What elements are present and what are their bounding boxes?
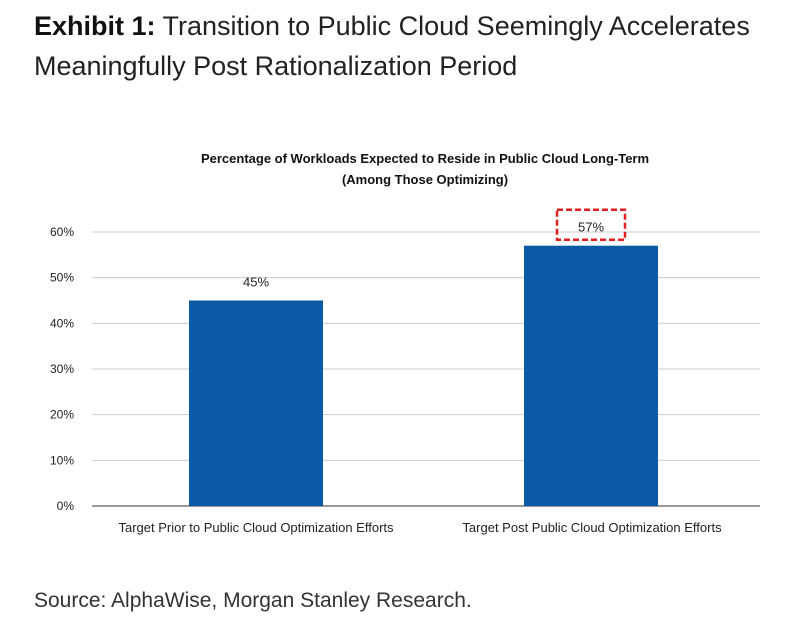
y-tick-label: 40% [50, 316, 74, 330]
source-note: Source: AlphaWise, Morgan Stanley Resear… [34, 589, 472, 612]
exhibit-title: Transition to Public Cloud Seemingly Acc… [34, 11, 750, 81]
data-label: 45% [243, 275, 269, 290]
y-tick-label: 50% [50, 271, 74, 285]
data-label: 57% [578, 220, 604, 235]
x-category-label: Target Prior to Public Cloud Optimizatio… [118, 520, 394, 535]
y-tick-label: 30% [50, 362, 74, 376]
exhibit-heading: Exhibit 1: Transition to Public Cloud Se… [34, 6, 774, 86]
y-tick-label: 0% [57, 499, 75, 513]
y-tick-label: 60% [50, 225, 74, 239]
exhibit-label: Exhibit 1: [34, 11, 156, 41]
bar [189, 300, 323, 506]
y-tick-label: 10% [50, 453, 74, 467]
highlight-box [555, 208, 627, 241]
x-category-label: Target Post Public Cloud Optimization Ef… [462, 520, 722, 535]
chart-subtitle: (Among Those Optimizing) [341, 172, 509, 187]
y-tick-label: 20% [50, 408, 74, 422]
bar [524, 245, 658, 506]
chart-title: Percentage of Workloads Expected to Resi… [200, 151, 650, 166]
